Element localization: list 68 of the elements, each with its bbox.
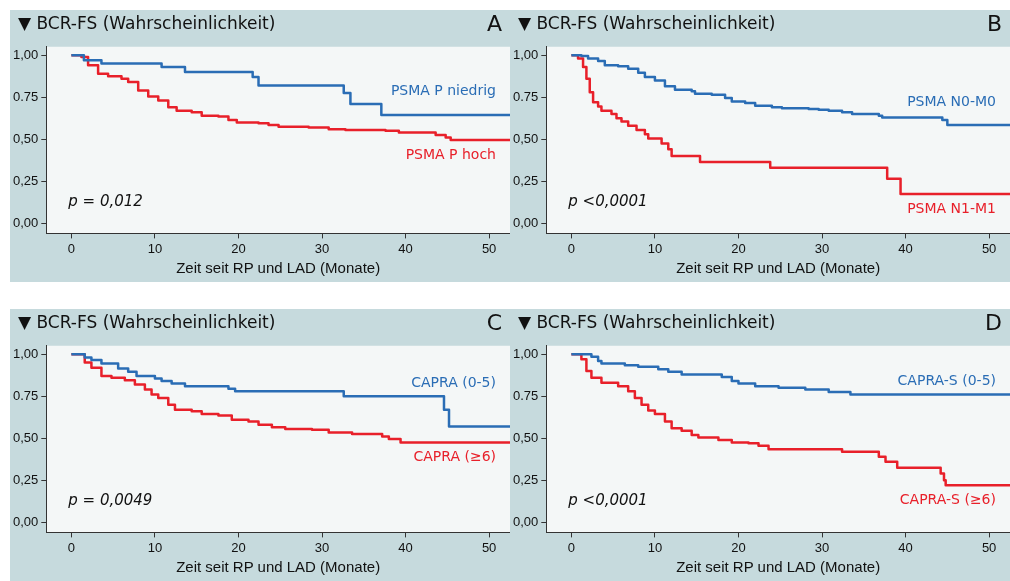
text: A (486, 11, 502, 36)
text: D (985, 310, 1002, 335)
x-axis-title: Zeit seit RP und LAD (Monate) (176, 259, 381, 277)
series-label: CAPRA (≥6) (413, 448, 496, 465)
y-tick-label: 0,50 (512, 130, 539, 146)
y-tick-label: 0,50 (12, 130, 39, 146)
x-tick-label: 50 (481, 539, 497, 555)
series-label: CAPRA-S (0-5) (897, 372, 996, 389)
x-tick-label: 50 (481, 240, 497, 256)
text: B (986, 11, 1002, 36)
y-tick-label: 1,00 (12, 46, 39, 62)
x-tick-label: 50 (981, 240, 997, 256)
x-tick-label: 10 (647, 240, 663, 256)
x-tick-label: 0 (567, 539, 575, 555)
y-tick-label: 0,00 (12, 513, 39, 529)
x-axis-title: Zeit seit RP und LAD (Monate) (676, 259, 881, 277)
x-tick-label: 10 (147, 539, 163, 555)
x-tick-label: 50 (981, 539, 997, 555)
x-tick-label: 30 (314, 240, 330, 256)
x-tick-label: 40 (898, 539, 913, 555)
y-tick-label: 1,00 (512, 46, 539, 62)
x-axis-title: Zeit seit RP und LAD (Monate) (676, 558, 881, 576)
series-label: CAPRA (0-5) (411, 373, 496, 390)
series-label: PSMA N1-M1 (907, 199, 996, 216)
x-tick-label: 30 (814, 240, 830, 256)
x-tick-label: 30 (314, 539, 330, 555)
x-tick-label: 0 (567, 240, 575, 256)
x-tick-label: 20 (231, 539, 246, 555)
x-tick-label: 10 (147, 240, 163, 256)
annotation: p = 0,0049 (67, 490, 153, 509)
y-tick-label: 1,00 (512, 345, 539, 361)
x-tick-label: 20 (731, 240, 746, 256)
x-tick-label: 40 (398, 539, 413, 555)
y-tick-label: 0,50 (512, 429, 539, 445)
y-tick-label: 0,25 (512, 471, 539, 487)
series-label: PSMA P niedrig (390, 81, 496, 98)
y-tick-label: 0.75 (12, 387, 39, 403)
chart-title: ▼ BCR-FS (Wahrscheinlichkeit) (18, 13, 276, 33)
text: C (486, 310, 502, 335)
y-tick-label: 0.75 (12, 88, 39, 104)
chart-title: ▼ BCR-FS (Wahrscheinlichkeit) (18, 312, 276, 332)
y-tick-label: 1,00 (12, 345, 39, 361)
y-tick-label: 0,00 (512, 513, 539, 529)
x-tick-label: 20 (731, 539, 746, 555)
x-tick-label: 10 (647, 539, 663, 555)
x-tick-label: 40 (898, 240, 913, 256)
x-axis-title: Zeit seit RP und LAD (Monate) (176, 558, 381, 576)
y-tick-label: 0.75 (512, 387, 539, 403)
chart-title: ▼ BCR-FS (Wahrscheinlichkeit) (518, 312, 776, 332)
annotation: p <0,0001 (567, 490, 648, 509)
y-tick-label: 0,00 (12, 214, 39, 230)
y-tick-label: 0,25 (12, 172, 39, 188)
y-tick-label: 0,25 (512, 172, 539, 188)
x-tick-label: 20 (231, 240, 246, 256)
x-tick-label: 0 (67, 240, 75, 256)
annotation: p <0,0001 (567, 191, 648, 210)
y-tick-label: 0,50 (12, 429, 39, 445)
x-tick-label: 40 (398, 240, 413, 256)
x-tick-label: 30 (814, 539, 830, 555)
series-label: PSMA N0-M0 (907, 93, 996, 110)
y-tick-label: 0.75 (512, 88, 539, 104)
chart-title: ▼ BCR-FS (Wahrscheinlichkeit) (518, 13, 776, 33)
y-tick-label: 0,00 (512, 214, 539, 230)
series-label: PSMA P hoch (405, 145, 496, 162)
x-tick-label: 0 (67, 539, 75, 555)
annotation: p = 0,012 (67, 191, 143, 210)
y-tick-label: 0,25 (12, 471, 39, 487)
series-label: CAPRA-S (≥6) (899, 490, 996, 507)
